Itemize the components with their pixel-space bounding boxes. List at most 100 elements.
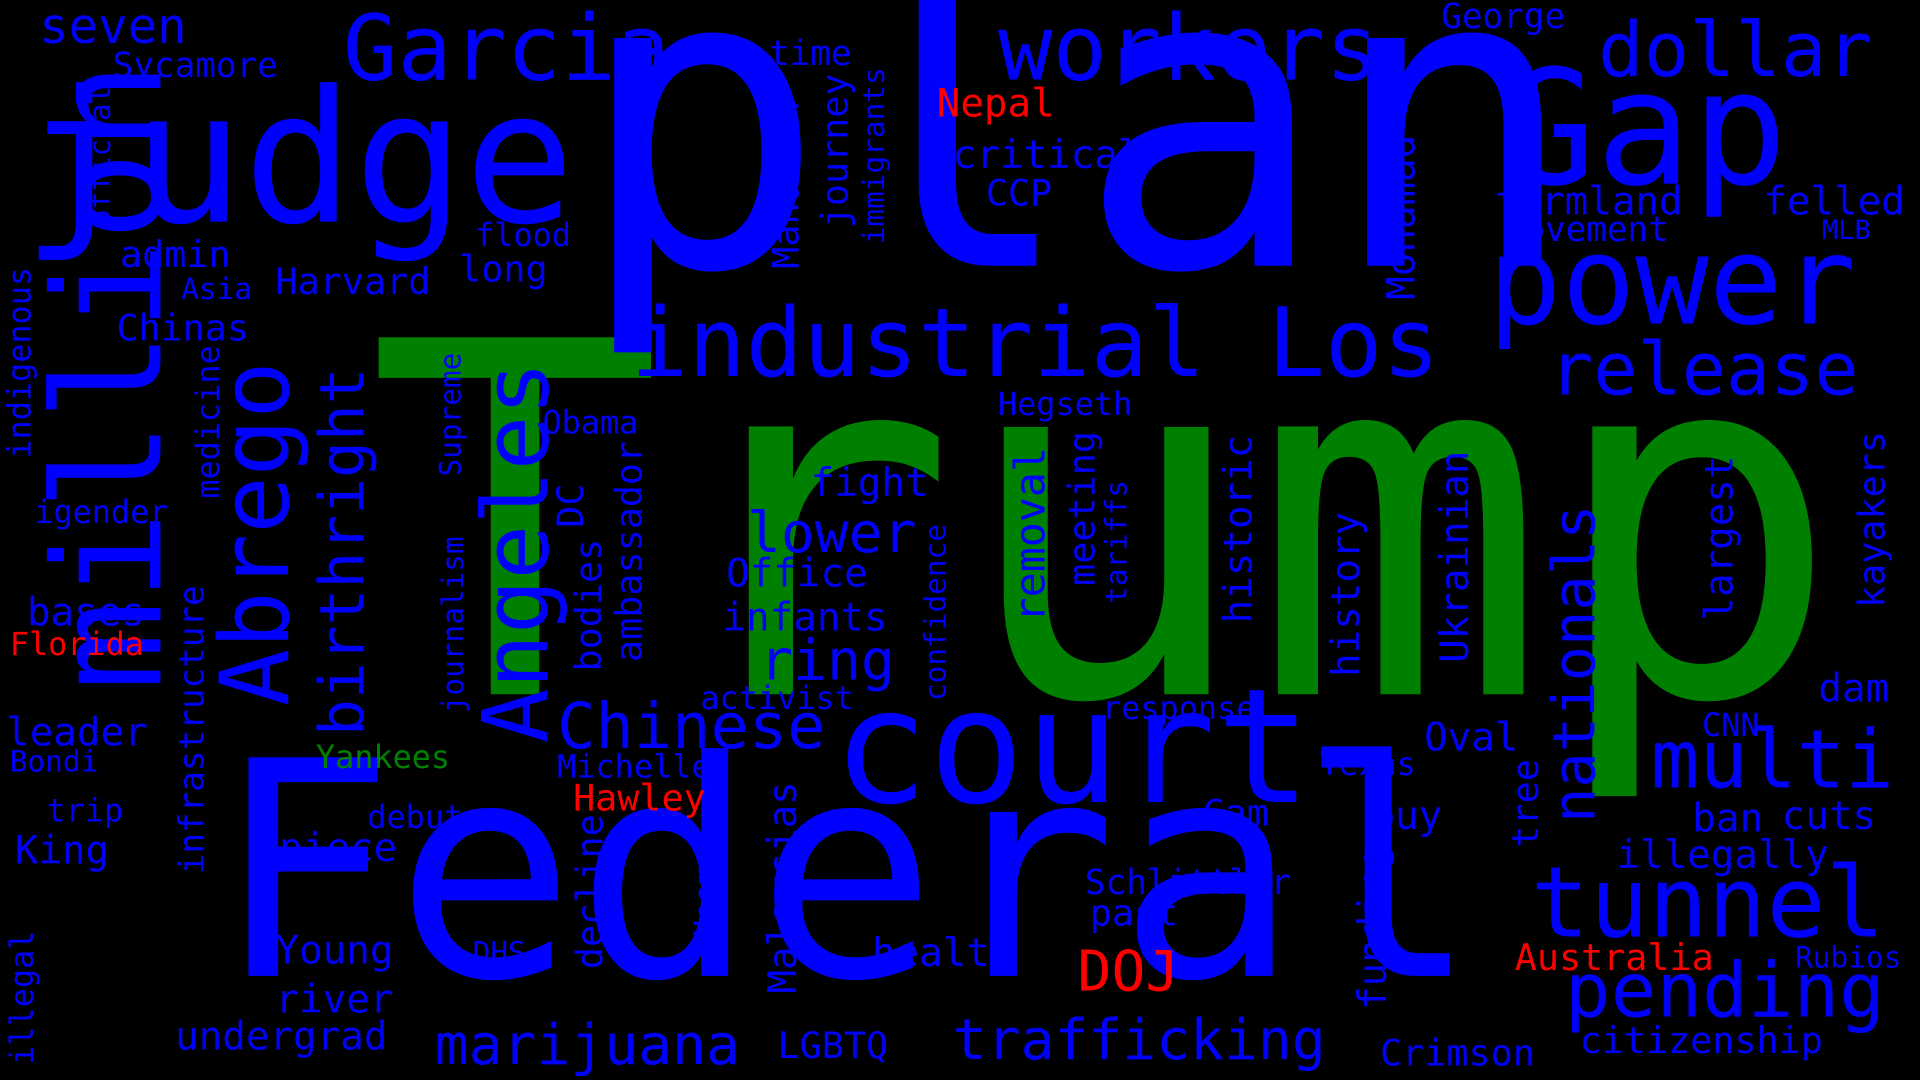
word-journalism: journalism [435, 536, 471, 714]
word-rubios: Rubios [1795, 940, 1902, 975]
word-schlittler: Schlittler [1084, 862, 1292, 903]
word-trafficking: trafficking [952, 1006, 1326, 1073]
word-judge: judge [22, 52, 575, 266]
word-igender: igender [34, 494, 169, 532]
word-river: river [275, 975, 394, 1023]
word-court: court [832, 653, 1312, 841]
word-critical: critical [952, 131, 1142, 178]
word-crimson: Crimson [1380, 1032, 1535, 1076]
word-removal: removal [1006, 446, 1056, 623]
word-birthright: birthright [307, 367, 379, 736]
word-dc: DC [549, 483, 593, 528]
word-release: release [1548, 326, 1859, 413]
word-oval: Oval [1424, 713, 1519, 761]
word-industrial: industrial [630, 288, 1206, 400]
word-chinas: Chinas [116, 307, 250, 351]
word-past: past [1089, 892, 1179, 936]
word-indigenous: indigenous [2, 266, 40, 459]
word-office: Office [726, 549, 868, 597]
word-workers: workers [997, 0, 1380, 102]
word-asia: Asia [181, 271, 252, 307]
word-cuts: cuts [1781, 792, 1877, 839]
word-funding: funding [1349, 844, 1396, 1011]
word-debut: debut [367, 799, 464, 837]
word-historic: historic [1214, 434, 1262, 624]
word-medicine: medicine [191, 345, 228, 499]
word-undergrad: undergrad [175, 1012, 388, 1060]
word-obama: Obama [542, 405, 639, 443]
word-mahathir: Mahathir [765, 91, 809, 269]
word-nepal: Nepal [936, 79, 1055, 127]
word-pending: pending [1564, 945, 1885, 1035]
word-lgbtq: LGBTQ [777, 1024, 889, 1068]
word-hegseth: Hegseth [997, 386, 1133, 424]
word-ring: ring [759, 626, 895, 694]
word-illegally: illegally [1616, 831, 1829, 878]
word-ukrainian: Ukrainian [1431, 450, 1478, 663]
word-cnn: CNN [1702, 707, 1760, 745]
word-confidence: confidence [918, 524, 953, 702]
word-activist: activist [700, 680, 854, 718]
word-farmland: farmland [1493, 177, 1683, 225]
word-illegal: illegal [4, 930, 42, 1065]
word-chinese: Chinese [557, 690, 826, 765]
word-hawley: Hawley [573, 777, 706, 821]
word-mlb: MLB [1822, 215, 1871, 247]
word-nationals: nationals [1540, 504, 1609, 823]
word-power: power [1487, 209, 1857, 353]
word-immigrants: immigrants [857, 67, 892, 245]
word-health: health [871, 929, 1014, 976]
word-florida: Florida [9, 626, 144, 664]
word-plan: plan [575, 0, 1579, 365]
word-king: King [14, 826, 110, 874]
word-mohamad: Mohamad [1377, 134, 1425, 300]
word-young: Young [275, 926, 394, 974]
word-bodies: bodies [568, 538, 612, 672]
word-citizenship: citizenship [1579, 1020, 1823, 1063]
word-garcia: Garcia [342, 0, 671, 102]
word-infrastructure: infrastructure [171, 585, 212, 875]
word-tunnel: tunnel [1530, 846, 1885, 961]
word-tree: tree [1504, 759, 1548, 848]
word-australia: Australia [1514, 936, 1714, 980]
word-decline: decline [569, 814, 613, 970]
word-george: George [1441, 0, 1566, 37]
word-tariffs: tariffs [1099, 480, 1134, 604]
word-multi: multi [1650, 712, 1894, 807]
word-noem: Noem [688, 866, 723, 938]
word-ambassador: ambassador [608, 440, 652, 662]
word-supreme: Supreme [433, 352, 468, 477]
word-cam: Cam [1202, 792, 1269, 836]
word-marijuana: marijuana [434, 1011, 740, 1078]
word-meeting: meeting [1061, 431, 1105, 586]
word-infants: infants [722, 593, 888, 641]
word-texas: Texas [1320, 746, 1416, 784]
word-leader: leader [6, 708, 148, 756]
word-trip: trip [46, 793, 124, 831]
word-dollar: dollar [1597, 4, 1873, 95]
word-dam: dam [1818, 664, 1890, 712]
word-kayakers: kayakers [1851, 431, 1895, 608]
word-seven: seven [39, 0, 187, 56]
word-proposed: proposed [1245, 88, 1289, 266]
word-lower: lower [746, 499, 917, 566]
word-flood: flood [475, 217, 571, 255]
word-fight: fight [810, 459, 929, 506]
word-doj: DOJ [1077, 937, 1180, 1005]
word-response: response [1102, 690, 1256, 728]
word-bases: bases [26, 588, 145, 636]
word-malaysias: Malaysias [759, 781, 806, 994]
word-movement: movement [1503, 209, 1669, 250]
word-ban: ban [1692, 794, 1764, 842]
word-buy: buy [1371, 792, 1443, 839]
word-history: history [1322, 511, 1369, 677]
word-federal: Federal [214, 697, 1479, 1047]
word-journey: journey [814, 73, 858, 229]
word-yankees: Yankees [315, 739, 451, 777]
word-bondi: Bondi [9, 744, 99, 779]
word-dhs: DHS [472, 935, 526, 970]
word-los: Los [1267, 288, 1440, 400]
word-piece: piece [279, 824, 398, 871]
word-trump: Trump [367, 241, 1842, 811]
